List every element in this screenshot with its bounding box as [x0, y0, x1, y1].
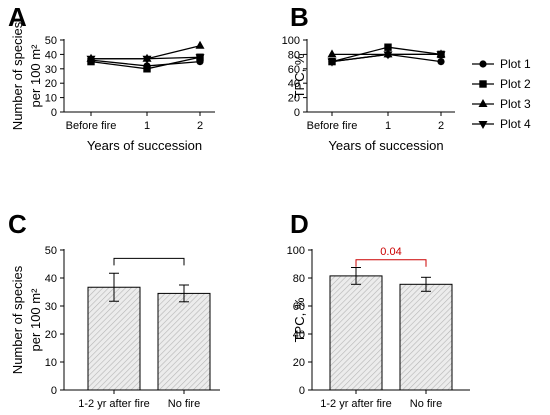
- comparison-bracket: [355, 259, 427, 267]
- y-tick-label: 40: [45, 49, 57, 61]
- y-tick-label: 20: [45, 78, 57, 90]
- x-tick-label: 2: [197, 120, 203, 132]
- x-axis-label: Years of succession: [328, 138, 443, 153]
- x-tick-label: Before fire: [66, 120, 117, 132]
- x-tick-label: Before fire: [307, 120, 358, 132]
- x-tick-label: 1: [144, 120, 150, 132]
- y-tick-label: 0: [294, 107, 300, 119]
- x-axis-label: Years of succession: [87, 138, 202, 153]
- x-tick-label: No fire: [168, 398, 200, 410]
- x-tick-label: 2: [438, 120, 444, 132]
- y-tick-label: 30: [45, 301, 57, 313]
- y-tick-label: 80: [288, 49, 300, 61]
- legend-marker-circle: [479, 60, 487, 68]
- y-tick-label: 20: [45, 329, 57, 341]
- y-tick-label: 60: [293, 301, 305, 313]
- y-tick-label: 20: [288, 93, 300, 105]
- data-point-triangle-up: [327, 49, 337, 58]
- p-value-label: 0.04: [380, 246, 401, 258]
- legend: Plot 1 Plot 2 Plot 3 Plot 4: [472, 57, 531, 131]
- x-tick-label: No fire: [410, 398, 442, 410]
- y-tick-label: 0: [51, 107, 57, 119]
- x-tick-label: 1-2 yr after fire: [320, 398, 392, 410]
- x-tick-label: 1-2 yr after fire: [78, 398, 150, 410]
- y-tick-label: 40: [288, 78, 300, 90]
- legend-entry: Plot 4: [500, 117, 531, 131]
- legend-entry: Plot 2: [500, 77, 531, 91]
- panel-d: D 0 20 40 60 80 100 TPC, % 1-2 yr after fire No f…: [287, 209, 470, 410]
- data-point-triangle-down: [436, 51, 446, 60]
- panel-d-label: D: [290, 209, 309, 239]
- data-point-square: [384, 43, 392, 51]
- data-point-triangle-down: [383, 51, 393, 60]
- data-point-triangle-down: [327, 58, 337, 67]
- y-axis-label: TPC, %: [292, 297, 307, 342]
- y-tick-label: 50: [45, 35, 57, 47]
- data-point-triangle-down: [86, 55, 96, 64]
- y-tick-label: 0: [299, 385, 305, 397]
- x-tick-label: 1: [385, 120, 391, 132]
- panel-a-label: A: [8, 2, 27, 32]
- panel-a: A 0 10 20 30 40 50 Number of species per 100 m² B…: [8, 2, 215, 153]
- legend-entry: Plot 1: [500, 57, 531, 71]
- comparison-bracket: [113, 257, 185, 266]
- y-tick-label: 10: [45, 357, 57, 369]
- y-axis-label: TPC, %: [292, 53, 307, 98]
- y-tick-label: 0: [51, 385, 57, 397]
- legend-marker-triangle-down: [478, 121, 488, 129]
- legend-marker-triangle-up: [478, 99, 488, 107]
- data-point-square: [143, 65, 151, 73]
- y-tick-label: 40: [293, 329, 305, 341]
- y-tick-label: 10: [45, 93, 57, 105]
- bar: [87, 286, 141, 391]
- bar: [329, 275, 383, 391]
- legend-entry: Plot 3: [500, 97, 531, 111]
- panel-c-label: C: [8, 209, 27, 239]
- y-tick-label: 20: [293, 357, 305, 369]
- bar: [157, 292, 211, 391]
- panel-b-label: B: [290, 2, 309, 32]
- data-point-triangle-up: [195, 40, 205, 49]
- legend-marker-square: [479, 80, 487, 88]
- y-axis-label: Number of species: [10, 265, 25, 374]
- y-axis-label-unit: per 100 m²: [28, 44, 43, 108]
- y-tick-label: 30: [45, 64, 57, 76]
- panel-b: B 0 20 40 60 80 100 TPC, % Before fire 1 2 Years of…: [282, 2, 455, 153]
- y-tick-label: 80: [293, 273, 305, 285]
- data-point-triangle-down: [195, 54, 205, 63]
- data-point-triangle-down: [142, 55, 152, 64]
- bar: [399, 283, 453, 391]
- panel-c: C 0 10 20 30 40 50 Number of species per 100 m² 1…: [8, 209, 220, 410]
- y-tick-label: 50: [45, 245, 57, 257]
- y-tick-label: 40: [45, 273, 57, 285]
- y-tick-label: 60: [288, 64, 300, 76]
- y-tick-label: 100: [287, 245, 305, 257]
- y-tick-label: 100: [282, 35, 300, 47]
- y-axis-label: Number of species: [10, 21, 25, 130]
- data-point-circle: [437, 58, 445, 66]
- y-axis-label-unit: per 100 m²: [28, 288, 43, 352]
